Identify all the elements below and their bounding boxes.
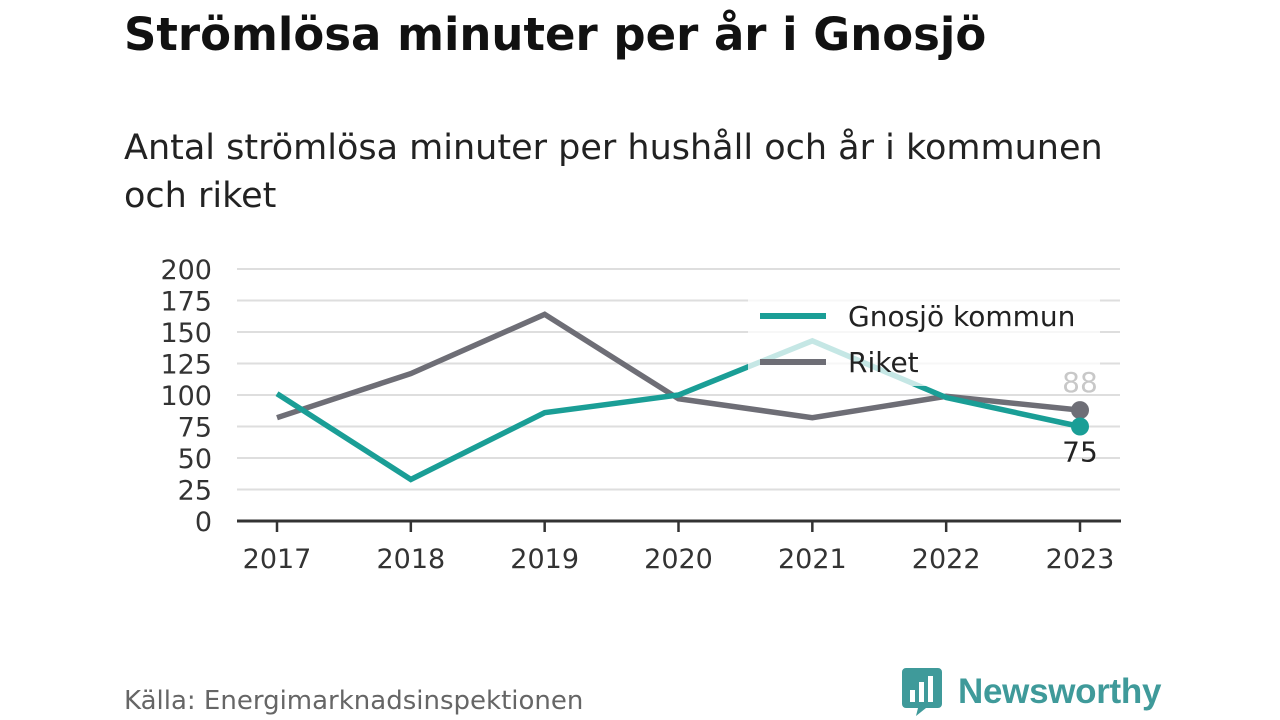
chart-subtitle: Antal strömlösa minuter per hushåll och … (124, 128, 1103, 216)
y-tick-label: 50 (178, 444, 212, 475)
end-label-gnosjo: 75 (1062, 436, 1098, 469)
end-labels: 88 75 (1062, 366, 1098, 468)
legend-label: Riket (848, 346, 919, 379)
x-axis: 2017 2018 2019 2020 2021 2022 2023 (237, 519, 1121, 575)
x-tick-label: 2023 (1046, 544, 1115, 575)
series-lines (275, 311, 1089, 483)
chart-title: Strömlösa minuter per år i Gnosjö (124, 8, 987, 61)
data-point (1071, 401, 1089, 420)
x-tick-label: 2021 (778, 544, 847, 575)
legend: Gnosjö kommun Riket (748, 296, 1100, 386)
y-tick-label: 75 (178, 413, 212, 444)
y-tick-label: 200 (160, 255, 212, 286)
brand-logo: Newsworthy (902, 668, 1161, 716)
brand-name: Newsworthy (958, 672, 1162, 711)
legend-background (748, 296, 1100, 386)
x-tick-label: 2017 (243, 544, 312, 575)
y-tick-label: 175 (160, 287, 212, 318)
y-tick-label: 150 (160, 318, 212, 349)
newsworthy-logo-icon (902, 668, 942, 716)
end-label-riket: 88 (1062, 366, 1098, 399)
y-tick-label: 100 (160, 381, 212, 412)
data-point (1071, 417, 1089, 436)
x-tick-label: 2019 (510, 544, 579, 575)
source-note: Källa: Energimarknadsinspektionen (124, 686, 584, 716)
y-tick-label: 0 (195, 507, 212, 538)
legend-label: Gnosjö kommun (848, 300, 1075, 333)
x-tick-label: 2022 (912, 544, 981, 575)
y-tick-label: 25 (178, 476, 212, 507)
y-tick-label: 125 (160, 350, 212, 381)
x-tick-label: 2018 (376, 544, 445, 575)
x-tick-label: 2020 (644, 544, 713, 575)
